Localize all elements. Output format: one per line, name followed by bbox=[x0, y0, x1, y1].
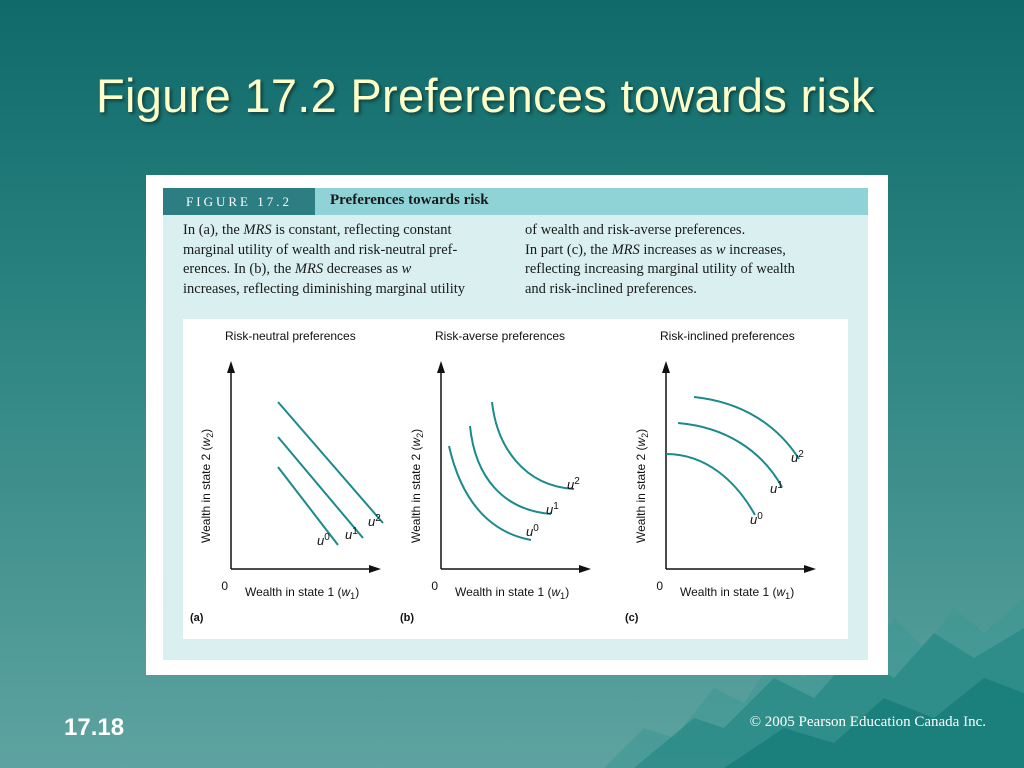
caption-line: and risk-inclined preferences. bbox=[525, 280, 697, 297]
graph-panel-b: Risk-averse preferences 0 Wealth in state … bbox=[400, 329, 591, 624]
curve-label-u1: u1 bbox=[546, 501, 559, 517]
caption-line: In part (c), the MRS increases as w incr… bbox=[525, 241, 786, 258]
caption-line: of wealth and risk-averse preferences. bbox=[525, 222, 746, 238]
figure-panel: FIGURE 17.2 Preferences towards risk In … bbox=[146, 175, 888, 675]
indifference-curve-u2 bbox=[277, 401, 384, 524]
figure-heading: Preferences towards risk bbox=[330, 192, 489, 208]
indifference-curve-u0 bbox=[277, 466, 339, 546]
curve-label-u1: u1 bbox=[345, 526, 358, 542]
copyright: © 2005 Pearson Education Canada Inc. bbox=[749, 714, 986, 730]
curve-label-u0: u0 bbox=[526, 523, 539, 539]
origin-label: 0 bbox=[656, 579, 663, 593]
curve-label-u0: u0 bbox=[750, 511, 763, 527]
indifference-curve-u2 bbox=[491, 401, 575, 490]
indifference-curve-u1 bbox=[677, 422, 783, 488]
y-axis-arrow bbox=[437, 361, 445, 373]
indifference-curve-u0 bbox=[665, 453, 756, 516]
slide-number: 17.18 bbox=[64, 714, 125, 741]
curve-label-u1: u1 bbox=[770, 480, 783, 496]
caption-line: increases, reflecting diminishing margin… bbox=[183, 280, 466, 297]
indifference-curve-u1 bbox=[277, 436, 364, 539]
panel-label: (b) bbox=[400, 612, 414, 624]
graph-title: Risk-inclined preferences bbox=[660, 329, 795, 343]
caption-left: In (a), the MRS is constant, reflecting … bbox=[183, 221, 513, 299]
x-axis-arrow bbox=[369, 565, 381, 573]
figure-body: FIGURE 17.2 Preferences towards risk In … bbox=[163, 188, 868, 660]
graph-panel-a: Risk-neutral preferences 0 Wealth in state… bbox=[190, 329, 384, 624]
indifference-curve-u2 bbox=[693, 396, 800, 460]
indifference-curve-u1 bbox=[469, 425, 552, 515]
curve-label-u0: u0 bbox=[317, 532, 330, 548]
caption-right: of wealth and risk-averse preferences. In… bbox=[525, 221, 855, 299]
x-axis-label: Wealth in state 1 (w1) bbox=[455, 585, 569, 601]
curve-label-u2: u2 bbox=[368, 513, 381, 529]
graphs-area: Risk-neutral preferences 0 Wealth in state… bbox=[183, 319, 848, 639]
indifference-graphs: Risk-neutral preferences 0 Wealth in state… bbox=[190, 329, 816, 624]
y-axis-label: Wealth in state 2 (w2) bbox=[409, 429, 425, 543]
origin-label: 0 bbox=[221, 579, 228, 593]
graph-title: Risk-neutral preferences bbox=[225, 329, 356, 343]
y-axis-arrow bbox=[662, 361, 670, 373]
caption-line: In (a), the MRS is constant, reflecting … bbox=[183, 222, 452, 238]
graph-panel-c: Risk-inclined preferences 0 Wealth in stat… bbox=[625, 329, 816, 624]
slide-title: Figure 17.2 Preferences towards risk bbox=[96, 69, 875, 122]
y-axis-arrow bbox=[227, 361, 235, 373]
mountain-decoration bbox=[604, 598, 1024, 768]
origin-label: 0 bbox=[431, 579, 438, 593]
figure-label: FIGURE 17.2 bbox=[163, 188, 315, 215]
caption-line: erences. In (b), the MRS decreases as w bbox=[183, 261, 412, 277]
graph-title: Risk-averse preferences bbox=[435, 329, 565, 343]
caption-line: reflecting increasing marginal utility o… bbox=[525, 261, 795, 277]
caption-line: marginal utility of wealth and risk-neut… bbox=[183, 241, 458, 258]
y-axis-label: Wealth in state 2 (w2) bbox=[199, 429, 215, 543]
indifference-curve-u0 bbox=[448, 445, 532, 541]
y-axis-label: Wealth in state 2 (w2) bbox=[634, 429, 650, 543]
panel-label: (a) bbox=[190, 612, 204, 624]
x-axis-arrow bbox=[579, 565, 591, 573]
panel-label: (c) bbox=[625, 612, 639, 624]
figure-header: FIGURE 17.2 Preferences towards risk bbox=[163, 188, 868, 215]
curve-label-u2: u2 bbox=[567, 476, 580, 492]
curve-label-u2: u2 bbox=[791, 449, 804, 465]
x-axis-arrow bbox=[804, 565, 816, 573]
x-axis-label: Wealth in state 1 (w1) bbox=[245, 585, 359, 601]
x-axis-label: Wealth in state 1 (w1) bbox=[680, 585, 794, 601]
